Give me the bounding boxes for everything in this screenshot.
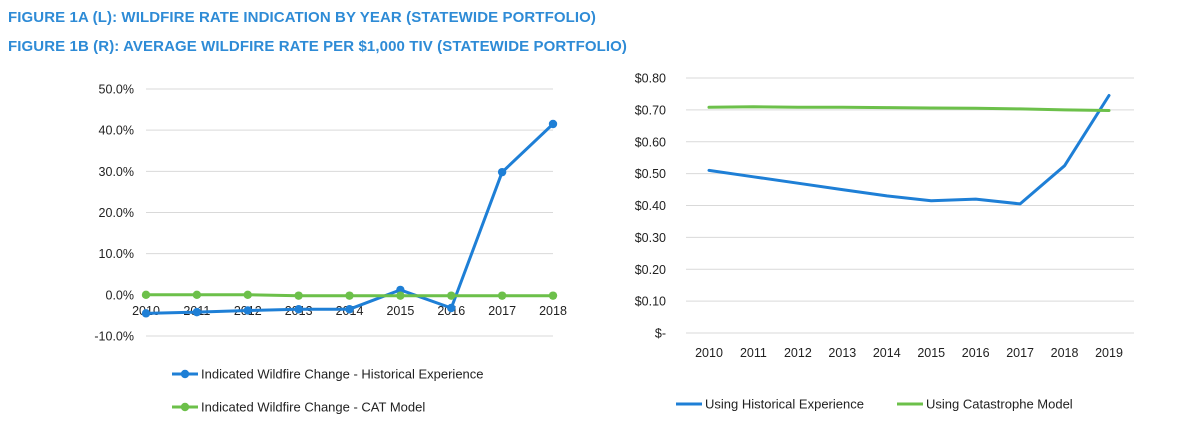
legend-label: Using Historical Experience <box>705 397 864 412</box>
series-line <box>707 94 1111 206</box>
data-point <box>192 307 202 317</box>
y-tick-label: $0.50 <box>635 167 666 181</box>
average-wildfire-rate-chart: $- $0.10 $0.20 $0.30 $0.40 $0.50 $0.60 $0.70 $0.… <box>635 72 1134 412</box>
data-point <box>141 309 151 318</box>
data-point <box>497 167 507 177</box>
figure-1a-title: FIGURE 1A (L): WILDFIRE RATE INDICATION … <box>8 9 596 26</box>
data-point <box>345 291 354 300</box>
data-point <box>294 291 303 300</box>
data-point <box>447 291 456 300</box>
legend-label: Indicated Wildfire Change - CAT Model <box>201 400 425 415</box>
data-point <box>345 305 354 314</box>
series-line <box>707 105 1111 112</box>
data-point <box>294 305 303 314</box>
y-tick-label: $0.20 <box>635 263 666 277</box>
data-point <box>548 291 558 300</box>
y-tick-label: $0.80 <box>635 72 666 86</box>
wildfire-rate-indication-chart: -10.0%0.0%10.0%20.0%30.0%40.0%50.0%20102… <box>94 83 567 415</box>
y-tick-label: 20.0% <box>99 206 134 220</box>
x-tick-label: 2016 <box>962 346 990 360</box>
y-tick-label: $0.70 <box>635 103 666 117</box>
x-tick-label: 2012 <box>784 346 812 360</box>
y-tick-label: $0.40 <box>635 199 666 213</box>
x-tick-label: 2018 <box>539 304 567 318</box>
data-point <box>192 290 202 300</box>
series-line <box>144 122 555 315</box>
y-tick-label: 50.0% <box>99 83 134 97</box>
figure-1b-title: FIGURE 1B (R): AVERAGE WILDFIRE RATE PER… <box>8 38 627 55</box>
data-point <box>497 291 507 300</box>
y-tick-label: 0.0% <box>106 288 135 302</box>
y-tick-label: $0.60 <box>635 135 666 149</box>
y-tick-label: $0.30 <box>635 231 666 245</box>
x-tick-label: 2015 <box>386 304 414 318</box>
y-tick-label: 10.0% <box>99 247 134 261</box>
legend-marker <box>180 369 190 379</box>
x-tick-label: 2011 <box>740 346 767 360</box>
legend-label: Indicated Wildfire Change - Historical E… <box>201 367 484 382</box>
data-point <box>243 306 252 315</box>
data-point <box>243 290 252 300</box>
y-tick-label: 40.0% <box>99 124 134 138</box>
data-point <box>396 285 405 295</box>
x-tick-label: 2014 <box>873 346 901 360</box>
x-tick-label: 2015 <box>917 346 945 360</box>
y-tick-label: 30.0% <box>99 165 134 179</box>
x-tick-label: 2010 <box>695 346 723 360</box>
x-tick-label: 2013 <box>828 346 856 360</box>
data-point <box>548 119 558 129</box>
data-point <box>447 303 456 313</box>
x-tick-label: 2017 <box>1006 346 1034 360</box>
y-tick-label: $- <box>655 327 666 341</box>
legend-marker <box>180 402 190 412</box>
y-tick-label: -10.0% <box>94 330 134 344</box>
legend-label: Using Catastrophe Model <box>926 397 1073 412</box>
x-tick-label: 2018 <box>1051 346 1079 360</box>
data-point <box>141 290 151 300</box>
x-tick-label: 2017 <box>488 304 516 318</box>
data-point <box>396 291 405 300</box>
x-tick-label: 2019 <box>1095 346 1123 360</box>
gridlines <box>686 77 1134 334</box>
y-tick-label: $0.10 <box>635 295 666 309</box>
